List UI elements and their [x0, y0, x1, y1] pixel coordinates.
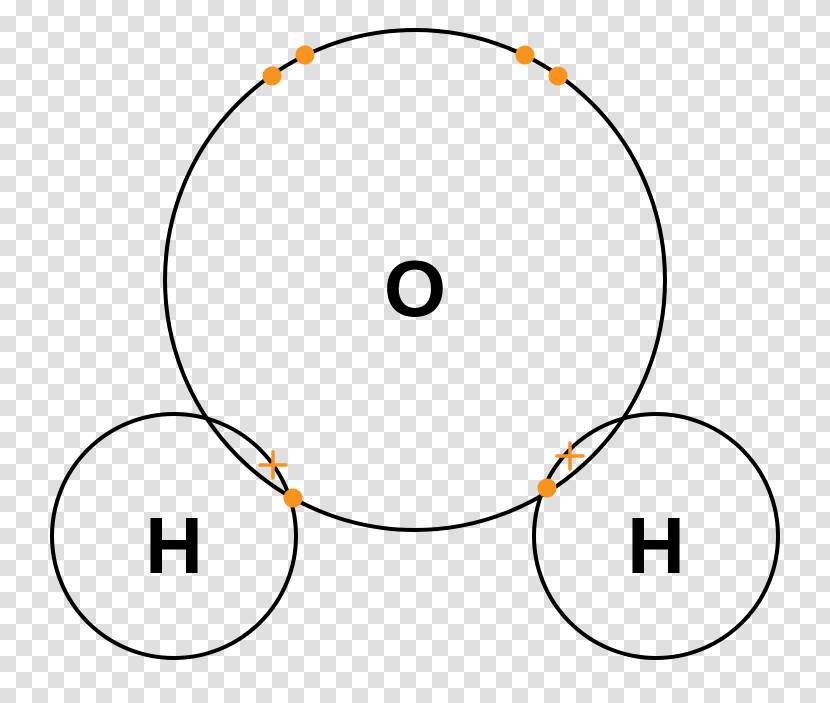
hydrogen-right-label: H	[627, 501, 685, 590]
electron-dot	[516, 46, 534, 64]
hydrogen-left-label: H	[145, 501, 203, 590]
electron-dot	[263, 67, 281, 85]
electron-dot	[538, 479, 556, 497]
water-molecule-diagram: O H H	[0, 0, 830, 703]
electron-dot	[549, 67, 567, 85]
electron-dot	[296, 46, 314, 64]
oxygen-label: O	[384, 244, 446, 333]
electron-cross-icon	[557, 443, 583, 469]
electron-dot	[284, 489, 302, 507]
